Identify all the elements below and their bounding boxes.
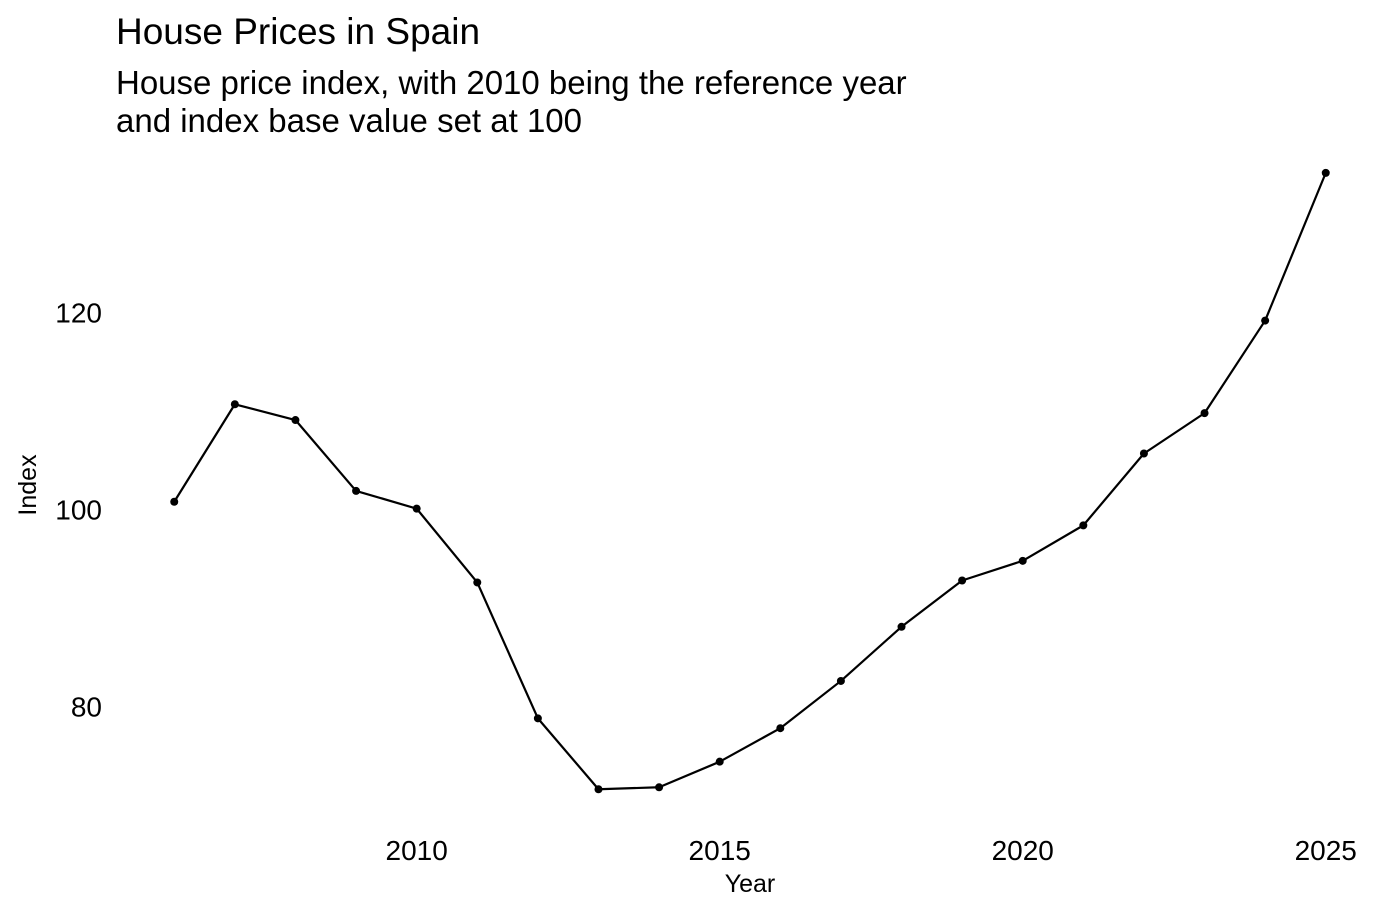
x-tick-label: 2025 — [1295, 835, 1357, 866]
subtitle-line-1: House price index, with 2010 being the r… — [116, 64, 907, 101]
data-point — [1261, 316, 1270, 325]
data-point — [1139, 449, 1148, 458]
y-tick-label: 80 — [71, 692, 102, 723]
x-tick-label: 2020 — [992, 835, 1054, 866]
data-point — [776, 724, 785, 733]
data-point — [533, 714, 542, 723]
y-axis-label: Index — [14, 454, 42, 516]
data-point — [1321, 168, 1330, 177]
data-point — [170, 497, 179, 506]
series-layer — [170, 168, 1330, 794]
chart-subtitle: House price index, with 2010 being the r… — [116, 64, 907, 140]
data-point — [1200, 409, 1209, 418]
subtitle-line-2: and index base value set at 100 — [116, 102, 583, 139]
data-point — [352, 486, 361, 495]
data-point — [655, 783, 664, 792]
data-point — [473, 578, 482, 587]
data-point — [958, 576, 967, 585]
data-point — [836, 676, 845, 685]
data-point — [897, 622, 906, 631]
chart-title: House Prices in Spain — [116, 11, 481, 52]
data-point — [412, 504, 421, 513]
y-tick-label: 100 — [55, 495, 102, 526]
x-tick-label: 2015 — [689, 835, 751, 866]
data-point — [594, 785, 603, 794]
series-line — [173, 172, 1327, 791]
y-tick-label: 120 — [55, 298, 102, 329]
data-point — [1079, 521, 1088, 530]
y-axis-ticks: 80 100 120 — [55, 298, 102, 723]
data-point — [230, 400, 239, 409]
data-point — [1018, 556, 1027, 565]
x-axis-label: Year — [725, 870, 776, 898]
x-axis-ticks: 2010 2015 2020 2025 — [386, 835, 1357, 866]
x-tick-label: 2010 — [386, 835, 448, 866]
data-point — [291, 416, 300, 425]
data-point — [715, 757, 724, 766]
